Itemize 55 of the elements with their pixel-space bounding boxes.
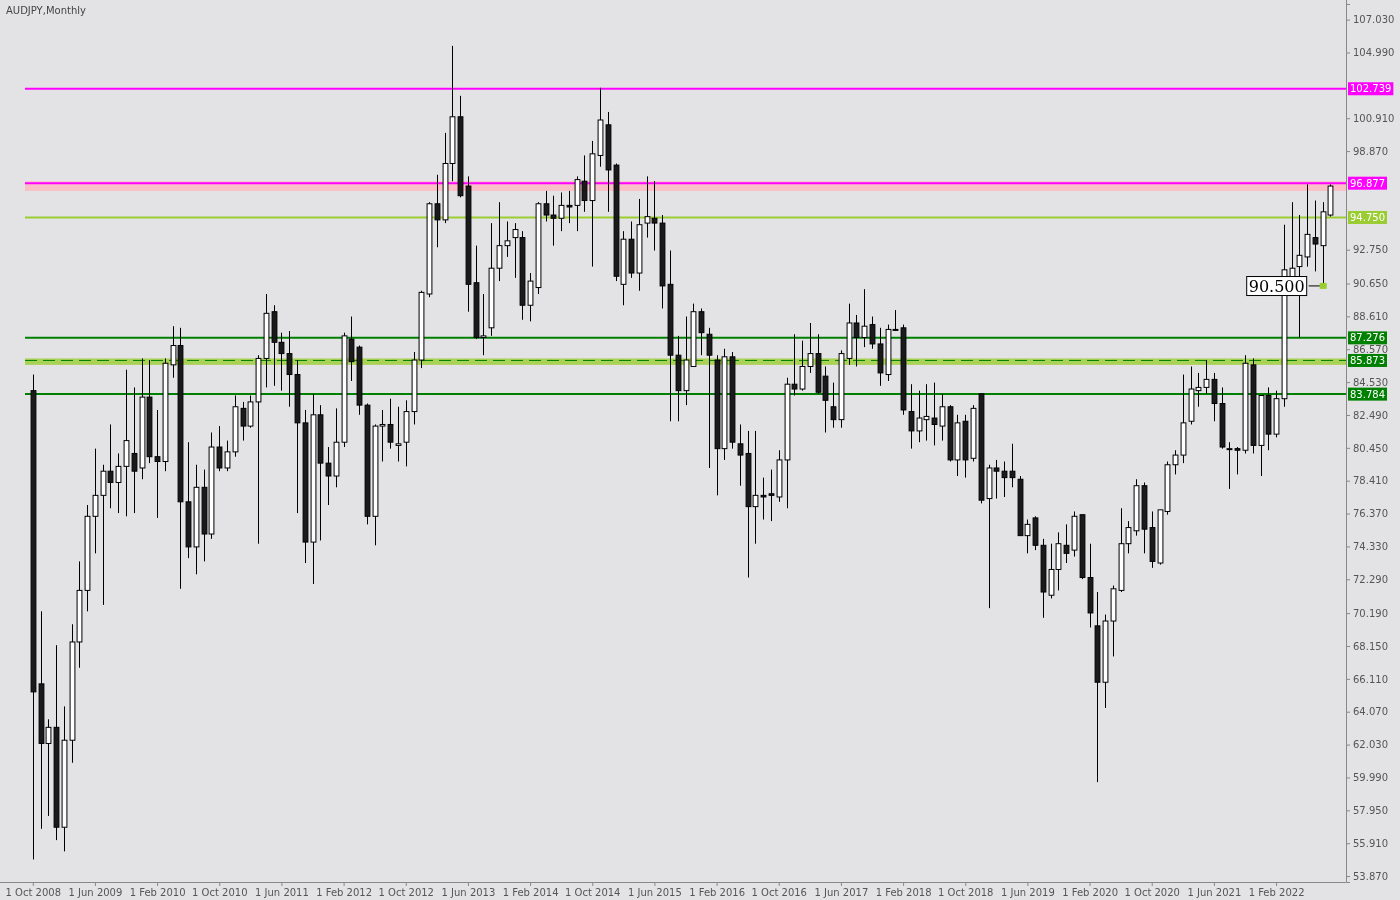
y-tick-label: 90.650 <box>1353 278 1388 290</box>
y-tick-label: 107.030 <box>1353 14 1395 26</box>
y-tick-label: 82.490 <box>1353 409 1388 421</box>
y-tick-label: 80.450 <box>1353 442 1388 454</box>
y-tick-label: 98.870 <box>1353 145 1388 157</box>
ref-line-label: 96.877 <box>1350 177 1385 189</box>
x-tick-label: 1 Jun 2009 <box>68 887 123 899</box>
y-tick-label: 62.030 <box>1353 739 1388 751</box>
y-tick-label: 64.070 <box>1353 706 1388 718</box>
y-tick-label: 74.330 <box>1353 541 1388 553</box>
x-tick-label: 1 Feb 2022 <box>1248 887 1305 899</box>
y-tick-label: 86.570 <box>1353 343 1388 355</box>
y-tick-label: 53.870 <box>1353 870 1388 882</box>
ref-line-label: 102.739 <box>1350 83 1392 95</box>
y-tick-label: 57.950 <box>1353 805 1388 817</box>
x-tick-label: 1 Jun 2011 <box>255 887 309 899</box>
y-tick-label: 70.190 <box>1353 607 1388 619</box>
y-tick-label: 78.410 <box>1353 475 1388 487</box>
x-tick-label: 1 Oct 2008 <box>5 887 61 899</box>
y-tick-label: 66.110 <box>1353 673 1388 685</box>
x-tick-label: 1 Jun 2017 <box>814 887 869 899</box>
y-tick-label: 104.990 <box>1353 47 1395 59</box>
y-tick-label: 84.530 <box>1353 376 1388 388</box>
x-tick-label: 1 Oct 2012 <box>378 887 434 899</box>
x-tick-label: 1 Oct 2010 <box>192 887 248 899</box>
y-tick-label: 68.150 <box>1353 640 1388 652</box>
x-tick-label: 1 Jun 2015 <box>628 887 682 899</box>
x-tick-label: 1 Oct 2016 <box>751 887 807 899</box>
ref-line-label: 87.276 <box>1350 332 1385 344</box>
y-tick-label: 59.990 <box>1353 772 1388 784</box>
x-tick-label: 1 Oct 2014 <box>565 887 621 899</box>
y-tick-label: 100.910 <box>1353 112 1395 124</box>
x-tick-label: 1 Feb 2020 <box>1062 887 1119 899</box>
x-tick-label: 1 Jun 2021 <box>1187 887 1242 899</box>
x-tick-label: 1 Feb 2016 <box>689 887 746 899</box>
y-tick-label: 76.370 <box>1353 508 1388 520</box>
x-tick-label: 1 Feb 2018 <box>875 887 932 899</box>
x-tick-label: 1 Jun 2013 <box>441 887 496 899</box>
ref-line-label: 94.750 <box>1350 211 1385 223</box>
y-tick-label: 55.910 <box>1353 837 1388 849</box>
annotation: 90.500 <box>1248 276 1305 296</box>
x-tick-label: 1 Feb 2010 <box>129 887 186 899</box>
y-tick-label: 92.750 <box>1353 244 1388 256</box>
candlestick <box>395 406 402 463</box>
x-tick-label: 1 Feb 2014 <box>502 887 559 899</box>
candlestick <box>706 327 713 469</box>
x-tick-label: 1 Oct 2020 <box>1124 887 1180 899</box>
y-tick-label: 72.290 <box>1353 573 1388 585</box>
ref-line-label: 85.873 <box>1350 354 1385 366</box>
chart-title: AUDJPY,Monthly <box>6 5 87 16</box>
x-tick-label: 1 Oct 2018 <box>938 887 994 899</box>
x-tick-label: 1 Feb 2012 <box>316 887 373 899</box>
ref-line-label: 83.784 <box>1350 388 1385 400</box>
y-tick-label: 88.610 <box>1353 311 1388 323</box>
x-tick-label: 1 Jun 2019 <box>1001 887 1055 899</box>
